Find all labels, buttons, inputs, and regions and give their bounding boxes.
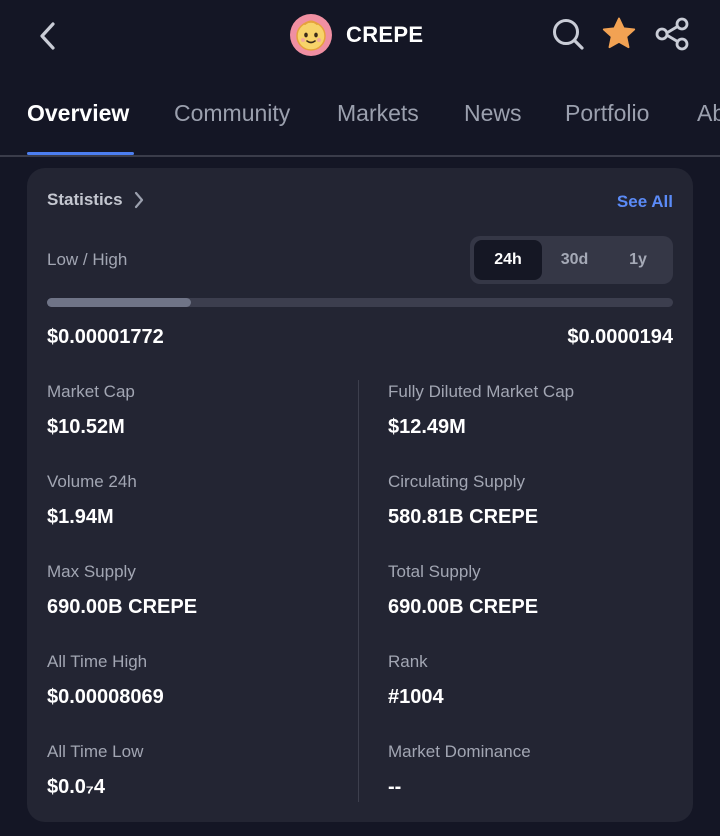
- top-bar: CREPE: [0, 0, 720, 72]
- range-low-value: $0.00001772: [47, 326, 164, 348]
- stat-label: Max Supply: [47, 562, 136, 581]
- stat-max-supply: Max Supply 690.00B CREPE: [47, 562, 197, 619]
- stat-all-time-low: All Time Low $0.0₇4: [47, 742, 143, 799]
- active-tab-indicator: [27, 152, 134, 155]
- share-icon: [655, 17, 689, 51]
- stat-value: $1.94M: [47, 506, 114, 528]
- tab-about[interactable]: About: [697, 100, 720, 126]
- stat-value: #1004: [388, 686, 444, 708]
- coin-name: CREPE: [346, 22, 424, 47]
- statistics-card: Statistics See All Low / High 24h 30d 1y…: [27, 168, 693, 822]
- tab-bar: Overview Community Markets News Portfoli…: [0, 88, 720, 156]
- column-divider: [358, 380, 359, 802]
- tab-portfolio[interactable]: Portfolio: [565, 100, 650, 126]
- timeframe-24h[interactable]: 24h: [474, 240, 542, 280]
- search-icon: [553, 19, 584, 50]
- favorite-button[interactable]: [599, 14, 639, 54]
- stat-rank: Rank #1004: [388, 652, 444, 709]
- stat-label: All Time Low: [47, 742, 144, 761]
- stat-fully-diluted-market-cap: Fully Diluted Market Cap $12.49M: [388, 382, 574, 439]
- stat-value: $0.00008069: [47, 686, 164, 708]
- back-button[interactable]: [28, 16, 68, 56]
- timeframe-selector: 24h 30d 1y: [470, 236, 673, 284]
- stat-market-dominance: Market Dominance --: [388, 742, 531, 799]
- range-bar-fill: [47, 298, 191, 307]
- timeframe-30d[interactable]: 30d: [560, 251, 589, 268]
- stat-market-cap: Market Cap $10.52M: [47, 382, 135, 439]
- tab-markets[interactable]: Markets: [337, 100, 419, 126]
- chevron-right-icon: [133, 191, 145, 209]
- see-all-link[interactable]: See All: [616, 192, 673, 211]
- stat-value: 690.00B CREPE: [47, 596, 198, 618]
- stat-label: Rank: [388, 652, 428, 671]
- statistics-title: Statistics: [47, 190, 123, 209]
- low-high-range-bar: [47, 298, 673, 307]
- coin-logo: [290, 14, 332, 56]
- star-icon: [602, 17, 636, 49]
- tab-overview[interactable]: Overview: [27, 100, 130, 126]
- stat-label: Market Cap: [47, 382, 135, 401]
- stat-value: 580.81B CREPE: [388, 506, 539, 528]
- tab-community[interactable]: Community: [174, 100, 291, 126]
- stat-value: 690.00B CREPE: [388, 596, 539, 618]
- stat-value: $12.49M: [388, 416, 466, 438]
- stat-label: Total Supply: [388, 562, 481, 581]
- stat-value: --: [388, 776, 402, 798]
- stat-value: $0.0₇4: [47, 776, 106, 798]
- statistics-header[interactable]: Statistics: [47, 190, 145, 210]
- stat-circulating-supply: Circulating Supply 580.81B CREPE: [388, 472, 538, 529]
- stat-label: Market Dominance: [388, 742, 531, 761]
- range-high-value: $0.0000194: [567, 326, 673, 348]
- tab-news[interactable]: News: [464, 100, 522, 126]
- crepe-logo-icon: [296, 20, 326, 51]
- timeframe-1y[interactable]: 1y: [629, 251, 647, 268]
- tabs-divider: [0, 155, 720, 157]
- stat-label: Volume 24h: [47, 472, 137, 491]
- stat-volume-24h: Volume 24h $1.94M: [47, 472, 137, 529]
- stat-all-time-high: All Time High $0.00008069: [47, 652, 164, 709]
- stat-total-supply: Total Supply 690.00B CREPE: [388, 562, 538, 619]
- search-button[interactable]: [548, 14, 588, 54]
- chevron-left-icon: [40, 22, 55, 50]
- stat-label: Fully Diluted Market Cap: [388, 382, 575, 401]
- stat-label: All Time High: [47, 652, 148, 671]
- coin-title: CREPE: [290, 14, 423, 56]
- stat-value: $10.52M: [47, 416, 125, 438]
- share-button[interactable]: [652, 14, 692, 54]
- stat-label: Circulating Supply: [388, 472, 526, 491]
- low-high-label: Low / High: [47, 250, 128, 269]
